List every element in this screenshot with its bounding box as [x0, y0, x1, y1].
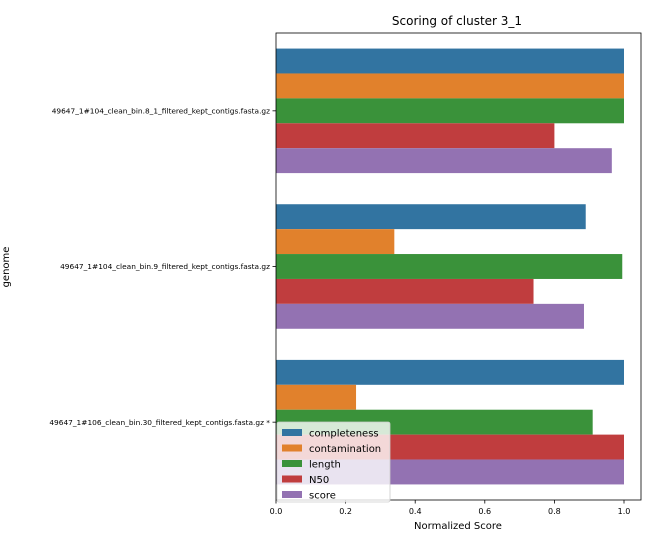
legend: completeness contamination length N50 score — [276, 421, 391, 503]
x-tick-label: 0.2 — [339, 507, 352, 516]
x-tick-label: 0.8 — [548, 507, 561, 516]
legend-swatch-score — [282, 491, 302, 498]
axes-group: 49647_1#104_clean_bin.8_1_filtered_kept_… — [49, 32, 642, 516]
bars-group — [276, 48, 624, 485]
bar-score-2 — [276, 303, 584, 329]
bar-contamination-3 — [276, 384, 357, 410]
x-tick-label: 0.6 — [478, 507, 491, 516]
plot-frame — [275, 32, 642, 501]
bar-n50-2 — [276, 278, 534, 304]
legend-swatch-contamination — [282, 444, 302, 452]
bar-completeness-2 — [276, 204, 586, 230]
legend-label-score: score — [309, 491, 336, 502]
legend-label-n50: N50 — [309, 475, 329, 486]
bar-completeness-3 — [276, 359, 624, 385]
chart-title: Scoring of cluster 3_1 — [392, 14, 522, 28]
legend-label-length: length — [309, 460, 341, 471]
x-tick-label: 1.0 — [618, 507, 631, 516]
y-tick-label: 49647_1#104_clean_bin.9_filtered_kept_co… — [60, 262, 270, 271]
y-axis-label: genome — [1, 247, 12, 288]
legend-swatch-length — [282, 460, 302, 467]
bar-score-1 — [276, 148, 612, 174]
bar-n50-1 — [276, 123, 555, 149]
legend-label-contamination: contamination — [309, 444, 381, 455]
x-axis-label: Normalized Score — [414, 521, 502, 532]
legend-box — [276, 421, 391, 503]
y-tick-label: 49647_1#106_clean_bin.30_filtered_kept_c… — [49, 418, 270, 427]
x-tick-label: 0.4 — [409, 507, 422, 516]
legend-swatch-n50 — [282, 475, 302, 483]
y-tick-label: 49647_1#104_clean_bin.8_1_filtered_kept_… — [52, 106, 270, 115]
bar-length-2 — [276, 254, 623, 279]
legend-swatch-completeness — [282, 429, 302, 436]
bar-contamination-1 — [276, 73, 624, 99]
bar-contamination-2 — [276, 229, 395, 255]
bar-length-1 — [276, 98, 624, 124]
legend-label-completeness: completeness — [309, 429, 379, 440]
bar-completeness-1 — [276, 48, 624, 74]
x-tick-label: 0.0 — [270, 507, 283, 516]
